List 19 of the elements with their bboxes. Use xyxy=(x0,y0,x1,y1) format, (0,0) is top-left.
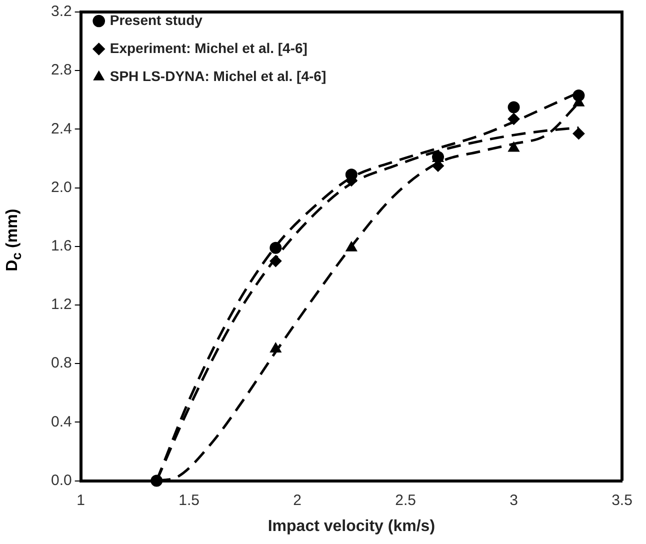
legend-label: Present study xyxy=(110,12,203,28)
x-axis-title: Impact velocity (km/s) xyxy=(268,518,436,535)
y-tick-label: 0.4 xyxy=(50,413,72,430)
y-tick-label: 2.4 xyxy=(50,120,72,138)
legend-label: Experiment: Michel et al. [4-6] xyxy=(110,40,308,56)
x-tick-label: 2 xyxy=(293,492,302,509)
y-tick-label: 1.2 xyxy=(50,296,72,314)
x-tick-label: 3.5 xyxy=(612,492,632,509)
y-tick-label: 2.0 xyxy=(50,178,72,196)
y-tick-label: 0.0 xyxy=(50,472,72,489)
x-tick-label: 3 xyxy=(510,492,518,509)
x-tick-label: 1 xyxy=(76,492,86,509)
y-tick-label: 3.2 xyxy=(50,3,72,20)
legend-label: SPH LS-DYNA: Michel et al. [4-6] xyxy=(110,68,326,84)
y-tick-label: 2.8 xyxy=(50,62,72,79)
y-tick-label: 1.6 xyxy=(50,238,72,255)
x-tick-label: 2.5 xyxy=(395,492,416,509)
y-tick-label: 0.8 xyxy=(50,354,72,372)
x-tick-label: 1.5 xyxy=(178,492,200,509)
